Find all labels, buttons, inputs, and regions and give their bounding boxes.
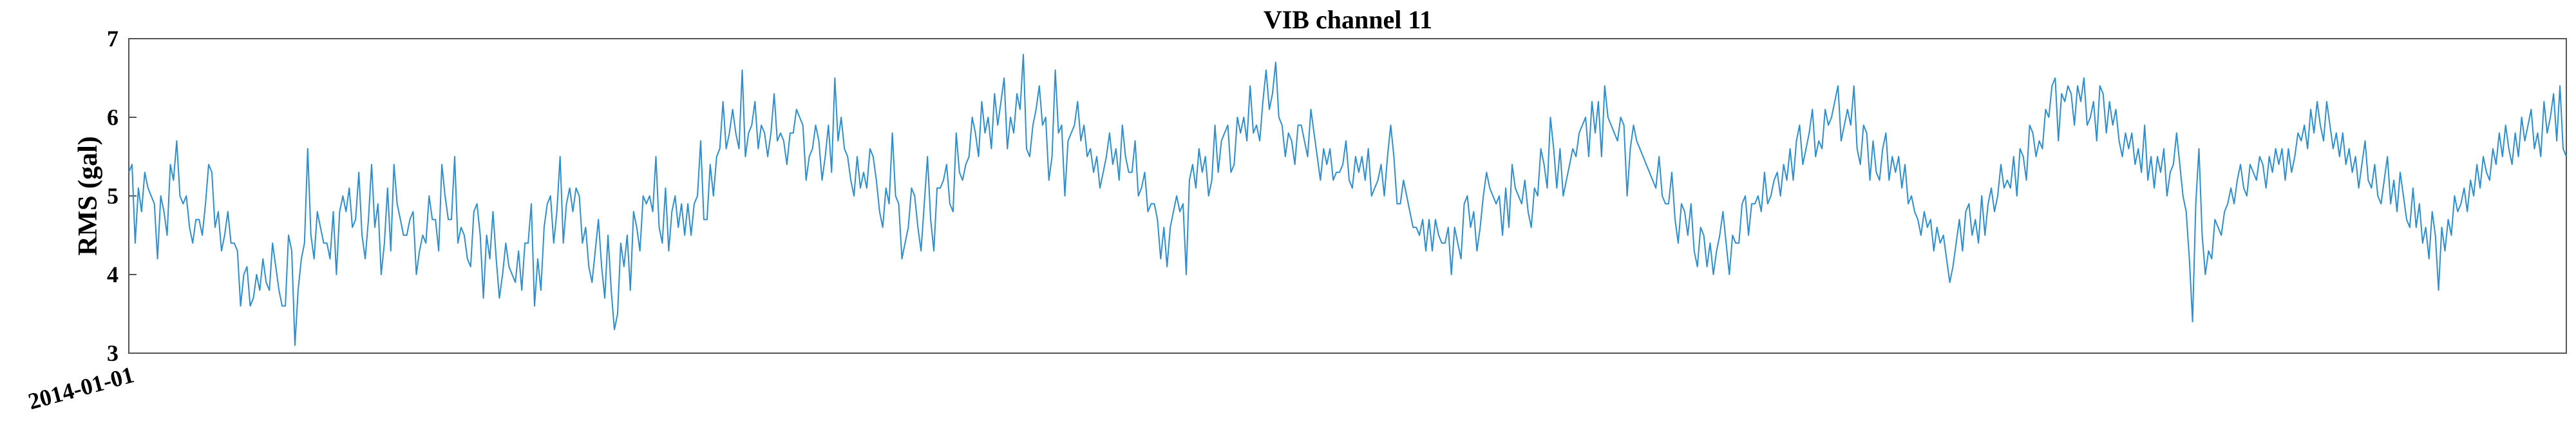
y-tick-label: 5 bbox=[107, 183, 118, 209]
y-tick-label: 4 bbox=[107, 262, 118, 287]
y-axis-label: RMS (gal) bbox=[73, 136, 103, 255]
series-layer bbox=[128, 53, 2567, 346]
y-axis-ticks: 3 4 5 6 7 bbox=[107, 26, 137, 366]
y-tick-label: 6 bbox=[107, 104, 118, 130]
y-tick-label: 7 bbox=[107, 26, 118, 52]
x-axis-ticks: 2014-01-01 bbox=[25, 362, 137, 414]
y-tick-label: 3 bbox=[107, 340, 118, 366]
chart-title: VIB channel 11 bbox=[1264, 5, 1432, 34]
x-tick-label: 2014-01-01 bbox=[25, 362, 137, 414]
series-line-0 bbox=[128, 53, 2567, 346]
